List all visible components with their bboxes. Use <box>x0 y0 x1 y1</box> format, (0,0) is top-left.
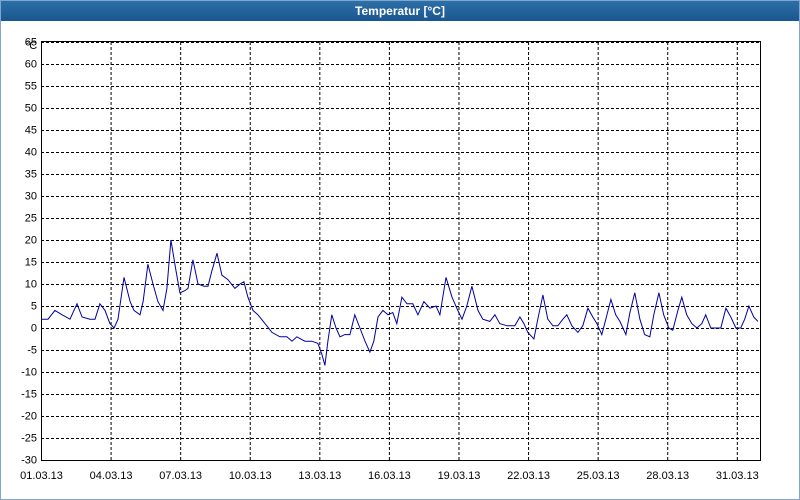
y-tick-label: 0 <box>31 322 37 334</box>
y-unit-label: °C <box>25 40 37 52</box>
x-tick-label: 10.03.13 <box>229 470 272 482</box>
y-tick-label: -25 <box>21 432 37 444</box>
x-tick-label: 01.03.13 <box>20 470 63 482</box>
x-tick-label: 19.03.13 <box>438 470 481 482</box>
y-tick-label: -15 <box>21 388 37 400</box>
y-tick-label: 55 <box>25 80 37 92</box>
x-tick-label: 22.03.13 <box>507 470 550 482</box>
y-tick-label: -10 <box>21 366 37 378</box>
x-tick-label: 25.03.13 <box>577 470 620 482</box>
plot-frame <box>41 41 761 461</box>
x-tick-label: 07.03.13 <box>159 470 202 482</box>
y-tick-label: 30 <box>25 190 37 202</box>
x-tick-label: 16.03.13 <box>368 470 411 482</box>
y-tick-label: 65 <box>25 36 37 48</box>
y-tick-label: 25 <box>25 212 37 224</box>
x-tick-label: 04.03.13 <box>90 470 133 482</box>
x-tick-label: 13.03.13 <box>298 470 341 482</box>
y-tick-label: -20 <box>21 410 37 422</box>
y-tick-label: 35 <box>25 168 37 180</box>
y-tick-label: 10 <box>25 278 37 290</box>
x-tick-label: 28.03.13 <box>646 470 689 482</box>
y-tick-label: 60 <box>25 58 37 70</box>
y-tick-label: 20 <box>25 234 37 246</box>
y-tick-label: -30 <box>21 454 37 466</box>
y-tick-label: 40 <box>25 146 37 158</box>
temperature-line <box>41 239 759 366</box>
y-tick-label: 15 <box>25 256 37 268</box>
y-tick-label: 5 <box>31 300 37 312</box>
y-tick-label: 50 <box>25 102 37 114</box>
title-bar: Temperatur [°C] <box>1 1 799 21</box>
y-tick-label: -5 <box>27 344 37 356</box>
y-tick-label: 45 <box>25 124 37 136</box>
x-tick-label: 31.03.13 <box>716 470 759 482</box>
